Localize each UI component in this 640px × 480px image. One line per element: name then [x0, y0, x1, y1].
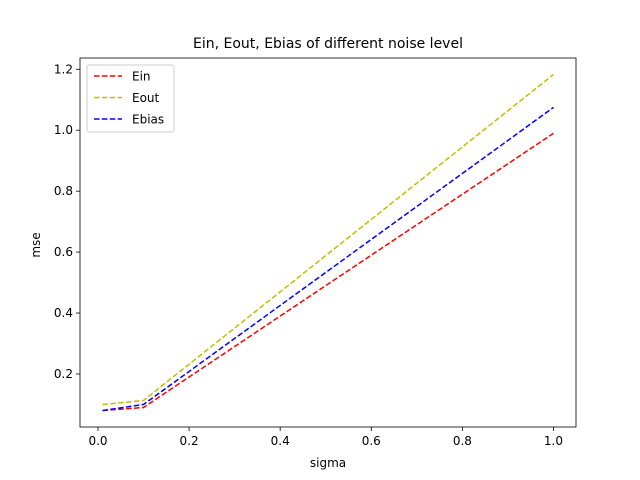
x-tick-label: 1.0	[544, 434, 563, 448]
plot-area: 0.0 0.2 0.4 0.6 0.8 1.00.20.40.60.81.01.2EinE…	[54, 57, 577, 448]
y-tick-label: 0.6	[54, 245, 73, 259]
y-tick-label: 0.4	[54, 306, 73, 320]
series-line-eout	[102, 73, 554, 406]
series-line-ein	[102, 132, 554, 412]
x-tick-label: 0.8	[453, 434, 472, 448]
axes-frame	[79, 57, 577, 428]
legend-item-ebias: Ebias	[94, 113, 164, 127]
y-tick-label: 0.2	[54, 367, 73, 381]
x-tick-label: 0.6	[362, 434, 381, 448]
y-tick-label: 1.2	[54, 62, 73, 76]
legend-label: Ebias	[132, 113, 164, 127]
legend-label: Ein	[132, 70, 151, 84]
chart-title: Ein, Eout, Ebias of different noise leve…	[193, 36, 463, 52]
series-line-ebias	[102, 106, 554, 412]
y-tick-label: 0.8	[54, 184, 73, 198]
x-tick-label: 0.2	[180, 434, 199, 448]
x-axis-label: sigma	[310, 456, 346, 470]
legend-box	[86, 64, 175, 133]
legend-item-ein: Ein	[94, 70, 151, 84]
y-axis-label: mse	[29, 232, 43, 257]
legend-label: Eout	[132, 91, 160, 105]
y-tick-label: 1.0	[54, 123, 73, 137]
x-tick-label: 0.0	[88, 434, 107, 448]
legend-item-eout: Eout	[94, 91, 160, 105]
legend: Ein Eout Ebias	[86, 64, 175, 133]
x-tick-label: 0.4	[271, 434, 290, 448]
